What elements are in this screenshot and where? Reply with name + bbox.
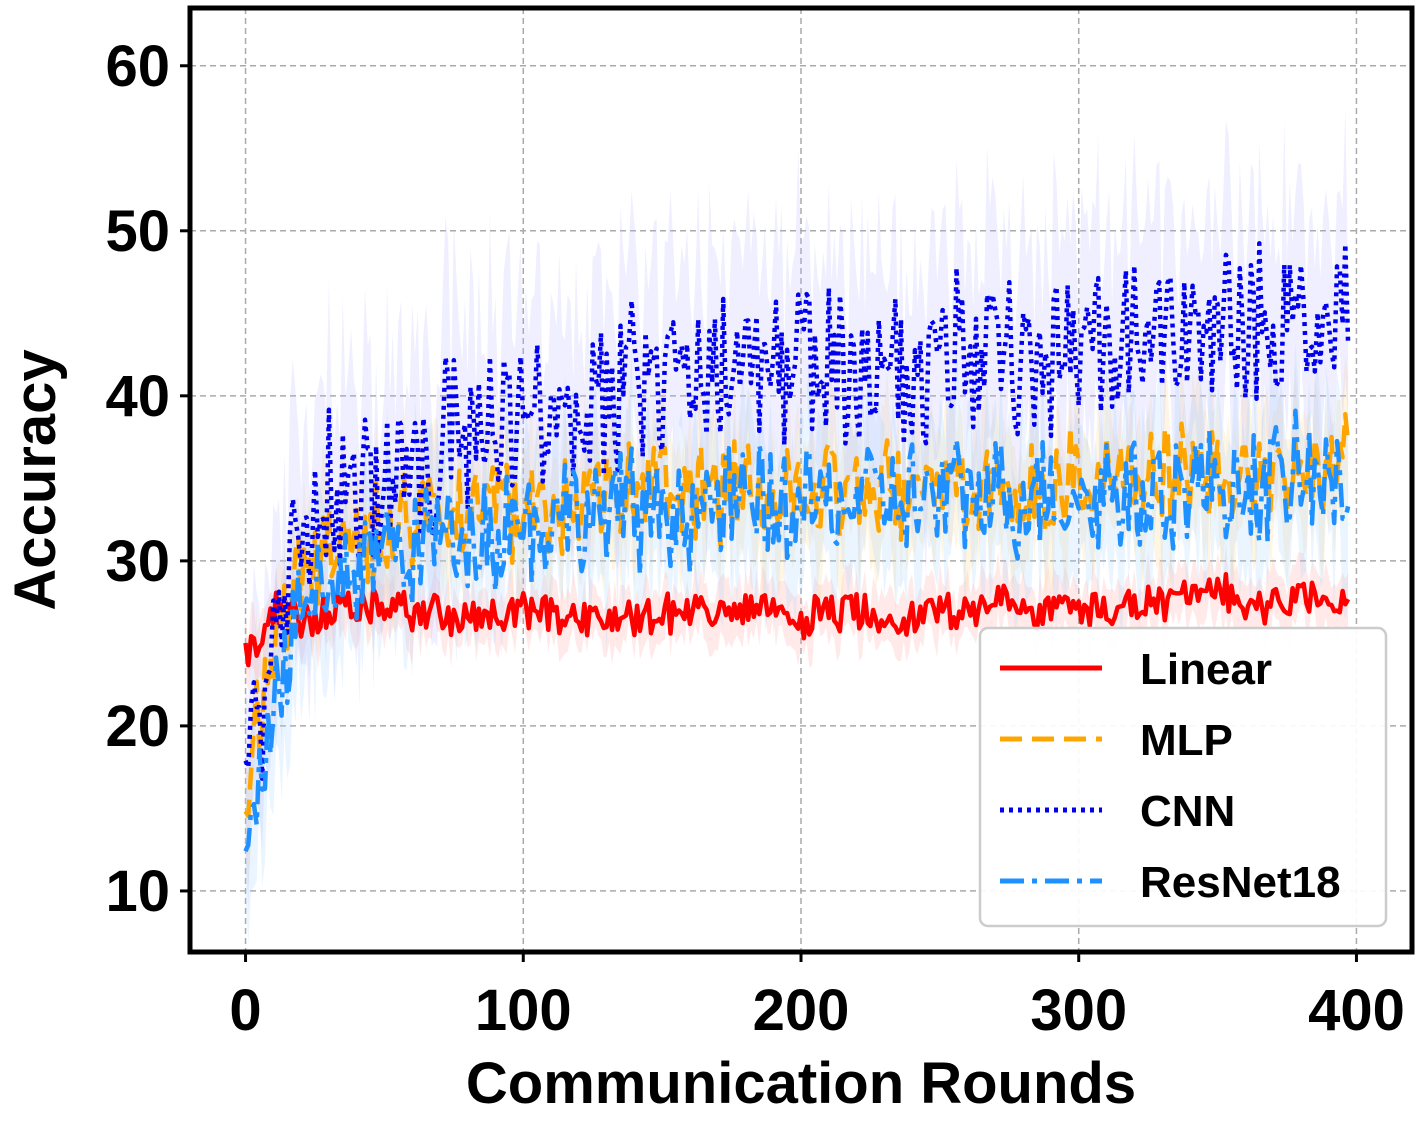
x-tick-label: 300 [1030,978,1127,1043]
axis-ticks: 0 100 200 300 400 10 20 30 40 50 60 [105,34,1404,1043]
x-tick-label: 200 [753,978,850,1043]
legend-label: MLP [1140,716,1233,765]
series-line-linear [243,571,1351,668]
y-tick-label: 30 [105,529,170,594]
x-axis-title: Communication Rounds [466,1051,1136,1116]
legend-label: CNN [1140,787,1235,836]
legend-label: ResNet18 [1140,858,1341,907]
series-lines [243,241,1351,853]
x-tick-label: 400 [1308,978,1405,1043]
legend-box [978,626,1388,928]
y-axis-title: Accuracy [3,349,68,610]
series-line-resnet18 [243,408,1351,853]
band-cnn [245,107,1349,909]
band-linear [245,540,1349,693]
y-tick-label: 50 [105,199,170,264]
legend: Linear MLP CNN ResNet18 [978,626,1388,928]
y-tick-label: 60 [105,34,170,99]
x-tick-label: 0 [229,978,261,1043]
y-tick-label: 40 [105,364,170,429]
y-tick-label: 10 [105,859,170,924]
y-tick-label: 20 [105,694,170,759]
series-line-mlp [243,412,1351,819]
legend-label: Linear [1140,645,1272,694]
x-tick-label: 100 [475,978,572,1043]
